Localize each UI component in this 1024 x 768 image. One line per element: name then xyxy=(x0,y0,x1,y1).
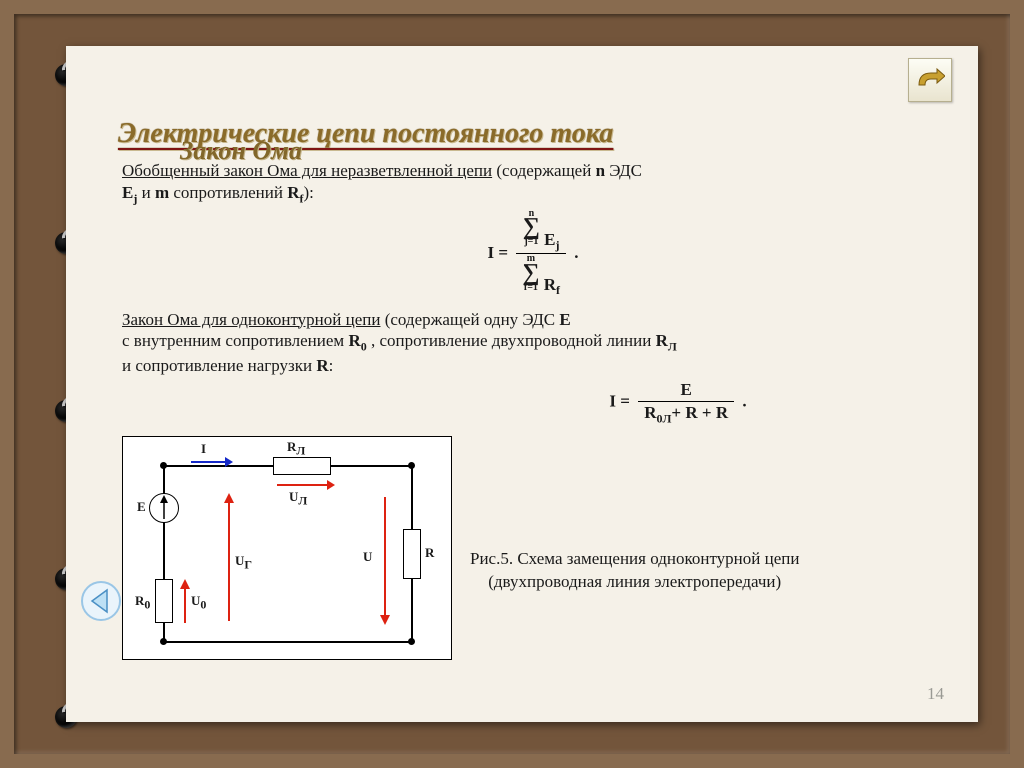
paragraph-2: Закон Ома для одноконтурной цепи (содерж… xyxy=(122,309,944,377)
p2-underline: Закон Ома для одноконтурной цепи xyxy=(122,310,380,329)
page-subtitle: Закон Ома xyxy=(180,136,944,166)
prev-button[interactable] xyxy=(80,580,122,622)
u-arrow-icon xyxy=(379,493,391,625)
formula-2: I = E R0Л+ R + R . xyxy=(412,379,944,427)
page-number: 14 xyxy=(927,684,944,704)
circuit-diagram: RЛ I UЛ xyxy=(122,436,452,660)
page: Электрические цепи постоянного тока Зако… xyxy=(66,46,978,722)
prev-arrow-icon xyxy=(80,580,122,622)
ug-arrow-icon xyxy=(223,493,235,625)
outer-frame: Электрические цепи постоянного тока Зако… xyxy=(14,14,1010,754)
return-button[interactable] xyxy=(908,58,952,102)
u0-arrow-icon xyxy=(179,579,191,625)
current-arrow-icon xyxy=(189,455,233,469)
emf-arrow-icon xyxy=(159,495,169,521)
return-arrow-icon xyxy=(915,67,945,93)
paragraph-1: Обобщенный закон Ома для неразветвленной… xyxy=(122,160,944,207)
formula-1: I = n ∑ j=1 Ej m ∑ f=1 xyxy=(122,209,944,299)
figure-caption: Рис.5. Схема замещения одноконтурной цеп… xyxy=(470,548,799,594)
